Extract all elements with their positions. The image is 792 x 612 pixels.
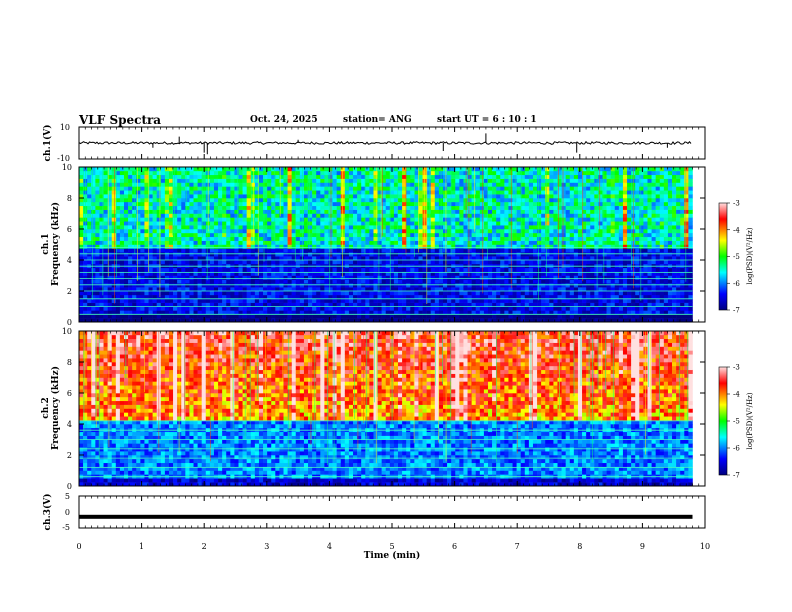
ch2-colorbar-ticks: -3 -4 -5 -6 -7	[727, 364, 740, 480]
spectrogram-ytick-label: 0	[67, 318, 72, 327]
colorbar-tick-label: -4	[733, 391, 740, 399]
ch3-ytick-top: 5	[65, 492, 70, 501]
ch2-colorbar-label: log(PSD)(V²/Hz)	[746, 392, 754, 449]
ch1-spectrogram-ylabel-freq: Frequency (kHz)	[50, 202, 61, 286]
spectrogram-ytick-label: 8	[67, 194, 72, 203]
spectrogram-ytick-label: 2	[67, 451, 72, 460]
spectrogram-ytick-label: 10	[62, 163, 72, 172]
x-tick-label: 10	[700, 542, 710, 551]
ch1-ytick-top: 10	[60, 123, 70, 132]
ch1-spectrogram-ylabel-channel: ch.1	[41, 233, 51, 254]
ch1-waveform-trace	[78, 133, 692, 155]
date-label: Oct. 24, 2025	[250, 115, 318, 125]
x-tick-label: 3	[264, 542, 269, 551]
colorbar-tick-label: -6	[733, 445, 740, 453]
ch1-waveform-panel: 10 -10 ch.1(V)	[42, 123, 706, 163]
colorbar-tick-label: -5	[733, 418, 740, 426]
ch1-ytick-bottom: -10	[57, 154, 70, 163]
ch1-waveform-ylabel: ch.1(V)	[42, 125, 53, 162]
ch1-colorbar	[718, 202, 728, 311]
x-tick-label: 4	[327, 542, 332, 551]
ch2-spectrogram-ylabel-freq: Frequency (kHz)	[50, 366, 61, 450]
colorbar-tick-label: -6	[733, 280, 740, 288]
ch2-colorbar	[718, 366, 728, 476]
spectrogram-ytick-label: 8	[67, 358, 72, 367]
x-tick-label: 1	[139, 542, 144, 551]
x-tick-label: 9	[640, 542, 645, 551]
ch3-ylabel: ch.3(V)	[42, 494, 53, 531]
ch1-spectrogram-yticks: 0 2 4 6 8 10	[62, 163, 705, 327]
ch1-colorbar-label: log(PSD)(V²/Hz)	[746, 227, 754, 284]
x-tick-label: 2	[202, 542, 207, 551]
spectrogram-ytick-label: 4	[67, 256, 72, 265]
spectrogram-ytick-label: 10	[62, 327, 72, 336]
spectrogram-ytick-label: 4	[67, 420, 72, 429]
x-tick-label: 7	[515, 542, 520, 551]
ch2-spectrogram-yticks: 0 2 4 6 8 10	[62, 327, 705, 491]
colorbar-tick-label: -7	[733, 472, 740, 480]
ch2-spectrogram-ylabel-channel: ch.2	[41, 397, 51, 418]
x-tick-label: 5	[389, 542, 394, 551]
spectrogram-ytick-label: 6	[67, 389, 72, 398]
ch3-trace	[79, 514, 693, 519]
x-tick-label: 6	[452, 542, 457, 551]
ch2-spectrogram-image	[78, 331, 705, 487]
colorbar-tick-label: -4	[733, 226, 740, 234]
ch1-spectrogram-image	[79, 167, 705, 323]
ch3-ytick-mid: 0	[65, 508, 70, 517]
x-tick-label: 8	[577, 542, 582, 551]
station-label: station= ANG	[343, 115, 412, 125]
ch3-ytick-bottom: -5	[62, 523, 70, 532]
x-axis-label: Time (min)	[364, 550, 421, 561]
spectrogram-ytick-label: 6	[67, 225, 72, 234]
x-axis-ticks: 0 1 2 3 4 5 6 7 8 9 10	[76, 127, 710, 551]
colorbar-tick-label: -3	[733, 200, 740, 208]
spectrogram-ytick-label: 0	[67, 482, 72, 491]
colorbar-tick-label: -7	[733, 307, 740, 315]
ch3-frame	[78, 495, 706, 529]
x-tick-label: 0	[76, 542, 81, 551]
ch1-colorbar-ticks: -3 -4 -5 -6 -7	[727, 200, 740, 315]
colorbar-tick-label: -5	[733, 253, 740, 261]
spectrogram-ytick-label: 2	[67, 287, 72, 296]
ch3-panel: 5 0 -5 ch.3(V)	[42, 492, 706, 532]
colorbar-tick-label: -3	[733, 364, 740, 372]
start-ut-label: start UT = 6 : 10 : 1	[437, 115, 537, 125]
plot-title: VLF Spectra	[79, 113, 162, 127]
